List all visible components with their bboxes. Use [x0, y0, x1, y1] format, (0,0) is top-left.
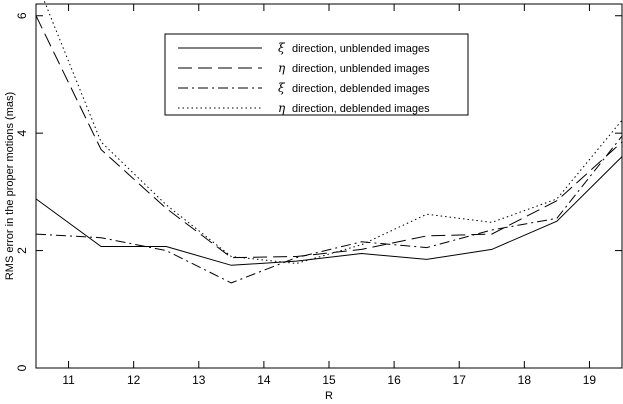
- legend-label-4: direction, deblended images: [292, 103, 430, 115]
- legend-symbol-3: ξ: [278, 81, 286, 95]
- legend-symbol-4: η: [278, 101, 286, 115]
- legend-label-2: direction, unblended images: [292, 63, 430, 75]
- y-tick-label: 2: [15, 247, 29, 254]
- x-tick-label: 12: [127, 373, 141, 387]
- x-tick-label: 15: [322, 373, 336, 387]
- y-tick-label: 4: [15, 130, 29, 137]
- x-tick-label: 18: [518, 373, 532, 387]
- series-line-3: [35, 135, 623, 284]
- x-tick-label: 11: [62, 373, 75, 387]
- x-tick-label: 19: [583, 373, 597, 387]
- series-line-1: [35, 156, 623, 266]
- x-tick-label: 13: [192, 373, 206, 387]
- y-tick-label: 0: [15, 364, 29, 371]
- series-line-4: [43, 0, 623, 265]
- legend-label-1: direction, unblended images: [292, 43, 430, 55]
- x-axis-title: R: [325, 390, 333, 402]
- x-tick-label: 17: [453, 373, 467, 387]
- series-layer: [35, 0, 623, 284]
- legend-symbol-2: η: [278, 61, 286, 75]
- x-tick-label: 16: [387, 373, 401, 387]
- x-tick-label: 14: [257, 373, 271, 387]
- legend-label-3: direction, deblended images: [292, 83, 430, 95]
- axis-ticks: 11 12 13 14 15 16 17 18 19 0 2 4 6: [15, 4, 622, 387]
- y-tick-label: 6: [15, 12, 29, 19]
- legend-symbol-1: ξ: [278, 41, 286, 55]
- series-line-2: [35, 15, 623, 259]
- y-axis-title: RMS error in the proper motions (mas): [4, 92, 16, 280]
- legend: ξ direction, unblended images η direction, …: [164, 33, 469, 116]
